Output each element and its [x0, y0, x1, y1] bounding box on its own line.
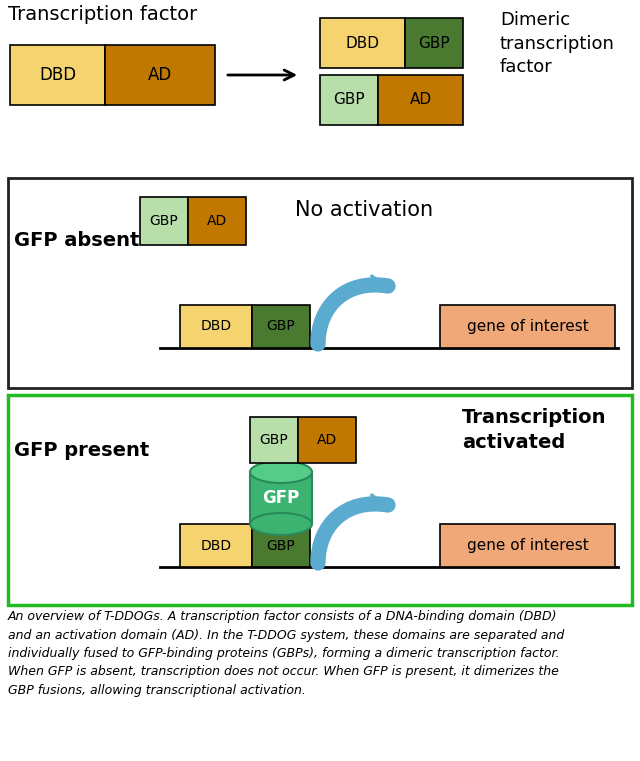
Text: gene of interest: gene of interest: [467, 538, 588, 553]
Bar: [140, 197, 188, 245]
Text: gene of interest: gene of interest: [467, 319, 588, 334]
Bar: [180, 305, 252, 348]
Ellipse shape: [250, 513, 312, 535]
Bar: [298, 417, 356, 463]
Text: DBD: DBD: [346, 36, 380, 50]
Text: DBD: DBD: [39, 66, 76, 84]
Text: GFP present: GFP present: [14, 441, 149, 460]
Text: GFP absent: GFP absent: [14, 231, 140, 250]
Bar: [250, 417, 298, 463]
Bar: [440, 524, 615, 567]
Text: DBD: DBD: [200, 320, 232, 333]
Text: Dimeric
transcription
factor: Dimeric transcription factor: [500, 11, 615, 76]
Bar: [320, 75, 378, 125]
Text: AD: AD: [317, 433, 337, 447]
Text: GBP: GBP: [418, 36, 450, 50]
Bar: [252, 305, 310, 348]
Text: AD: AD: [148, 66, 172, 84]
Text: DBD: DBD: [200, 539, 232, 552]
Bar: [105, 45, 215, 105]
Text: GFP: GFP: [262, 489, 300, 507]
Bar: [8, 178, 632, 388]
Bar: [440, 305, 615, 348]
Ellipse shape: [250, 461, 312, 483]
Bar: [252, 524, 310, 567]
Text: An overview of T-DDOGs. A transcription factor consists of a DNA-binding domain : An overview of T-DDOGs. A transcription …: [8, 610, 564, 697]
Bar: [250, 472, 312, 524]
Bar: [405, 18, 463, 68]
Text: No activation: No activation: [295, 200, 433, 220]
Bar: [378, 75, 463, 125]
Text: GBP: GBP: [333, 93, 365, 107]
Text: Transcription factor: Transcription factor: [8, 5, 197, 24]
Bar: [10, 45, 105, 105]
Text: GBP: GBP: [260, 433, 289, 447]
Bar: [320, 18, 405, 68]
Text: GBP: GBP: [267, 320, 296, 333]
Bar: [180, 524, 252, 567]
Text: GBP: GBP: [150, 214, 179, 228]
Bar: [188, 197, 246, 245]
Text: AD: AD: [410, 93, 431, 107]
Text: Transcription
activated: Transcription activated: [462, 408, 607, 452]
Text: AD: AD: [207, 214, 227, 228]
Text: GBP: GBP: [267, 539, 296, 552]
Bar: [8, 395, 632, 605]
